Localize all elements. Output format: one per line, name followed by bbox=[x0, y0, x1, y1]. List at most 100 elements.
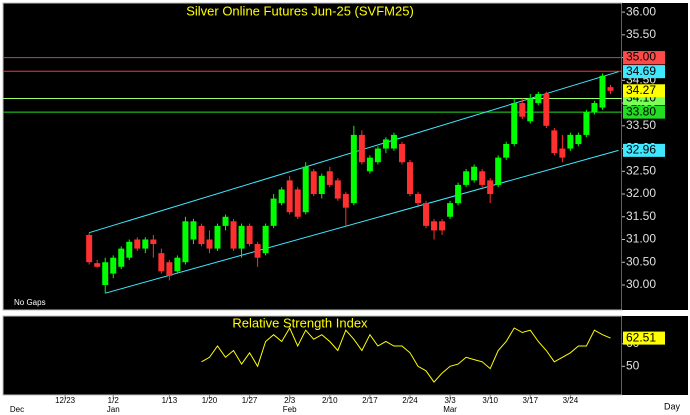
candle-body bbox=[222, 216, 229, 226]
candle-body bbox=[583, 112, 590, 135]
month-label: Dec bbox=[10, 405, 24, 414]
candle-body bbox=[174, 257, 181, 272]
rsi-axis bbox=[622, 316, 688, 395]
y-tick-label: 31.00 bbox=[626, 232, 656, 246]
candle-body bbox=[318, 175, 325, 195]
candle-body bbox=[334, 180, 341, 199]
candle-body bbox=[431, 221, 438, 231]
level-tag bbox=[623, 105, 665, 119]
candle-body bbox=[423, 203, 430, 226]
x-tick-label: 2/17 bbox=[362, 396, 378, 405]
price-panel bbox=[2, 2, 623, 311]
candle-body bbox=[206, 239, 213, 249]
candle-body bbox=[415, 194, 421, 204]
candle-body bbox=[278, 189, 285, 204]
candle-body bbox=[366, 157, 373, 172]
y-tick-label: 50 bbox=[626, 359, 640, 373]
candle-body bbox=[310, 171, 317, 195]
candle-body bbox=[447, 203, 454, 217]
candle-body bbox=[230, 221, 237, 249]
x-tick-label: 3/17 bbox=[522, 396, 538, 405]
candle-body bbox=[527, 98, 534, 122]
candle-body bbox=[599, 75, 606, 108]
candle-body bbox=[390, 134, 397, 149]
candle-body bbox=[342, 194, 349, 208]
candle-body bbox=[302, 166, 309, 213]
level-label: 35.00 bbox=[626, 50, 656, 64]
rsi-line bbox=[201, 326, 611, 383]
rsi-last-tag bbox=[623, 331, 665, 345]
x-tick-label: 2/24 bbox=[402, 396, 418, 405]
candle-body bbox=[118, 248, 125, 267]
month-label: Mar bbox=[443, 405, 457, 414]
candle-body bbox=[150, 239, 157, 245]
candle-body bbox=[142, 239, 149, 249]
candle-body bbox=[406, 162, 413, 195]
x-tick-label: 3/10 bbox=[482, 396, 498, 405]
rsi-title: Relative Strength Index bbox=[232, 315, 368, 330]
month-label: Feb bbox=[283, 405, 297, 414]
candle-body bbox=[479, 171, 486, 185]
candle-body bbox=[471, 166, 478, 181]
x-tick-label: 12/23 bbox=[55, 396, 76, 405]
channel-label: 32.96 bbox=[626, 143, 656, 157]
candle-body bbox=[134, 239, 141, 249]
candle-body bbox=[254, 244, 261, 258]
x-tick-label: 3/24 bbox=[563, 396, 579, 405]
candle-body bbox=[439, 221, 446, 231]
candle-body bbox=[110, 257, 117, 274]
channel-label: 34.69 bbox=[626, 64, 656, 78]
level-tag bbox=[623, 51, 665, 65]
candle-body bbox=[591, 103, 598, 113]
candle-body bbox=[214, 225, 221, 249]
level-label: 33.80 bbox=[626, 104, 656, 118]
candle-body bbox=[567, 134, 574, 149]
candle-body bbox=[535, 93, 542, 104]
candle-body bbox=[543, 93, 550, 126]
y-tick-label: 30.00 bbox=[626, 277, 656, 291]
candle-body bbox=[463, 171, 470, 185]
x-tick-label: 2/3 bbox=[284, 396, 296, 405]
channel-line bbox=[105, 149, 619, 294]
candle-body bbox=[294, 189, 301, 217]
x-tick-label: 2/10 bbox=[322, 396, 338, 405]
candle-body bbox=[374, 148, 381, 163]
y-tick-label: 32.00 bbox=[626, 186, 656, 200]
candle-body bbox=[158, 253, 165, 272]
last-price-tag bbox=[623, 84, 665, 98]
y-tick-label: 36.00 bbox=[626, 4, 656, 18]
period-label: Day bbox=[664, 401, 681, 411]
candle-body bbox=[519, 103, 526, 117]
candle-body bbox=[495, 157, 502, 185]
y-tick-label: 35.50 bbox=[626, 27, 656, 41]
candle-body bbox=[102, 262, 109, 285]
y-tick-label: 32.50 bbox=[626, 163, 656, 177]
candle-body bbox=[551, 130, 558, 154]
candle-body bbox=[382, 139, 389, 149]
chart-title: Silver Online Futures Jun-25 (SVFM25) bbox=[186, 3, 414, 18]
candle-body bbox=[238, 225, 245, 249]
candle-body bbox=[398, 143, 405, 163]
x-tick-label: 1/27 bbox=[242, 396, 258, 405]
x-tick-label: 1/2 bbox=[108, 396, 120, 405]
candle-body bbox=[487, 180, 494, 195]
channel-tag bbox=[623, 143, 665, 157]
candle-body bbox=[166, 262, 173, 276]
candle-body bbox=[94, 263, 101, 267]
candle-body bbox=[246, 225, 253, 245]
candle-body bbox=[126, 241, 133, 258]
candle-body bbox=[607, 87, 614, 91]
y-tick-label: 33.50 bbox=[626, 118, 656, 132]
rsi-last-label: 62.51 bbox=[626, 330, 656, 344]
x-tick-label: 3/3 bbox=[445, 396, 457, 405]
channel-tag bbox=[623, 65, 665, 79]
month-label: Jan bbox=[107, 405, 120, 414]
candle-body bbox=[262, 225, 269, 254]
candle-body bbox=[575, 134, 582, 144]
candle-body bbox=[198, 225, 205, 245]
candle-body bbox=[190, 221, 197, 240]
y-tick-label: 30.50 bbox=[626, 254, 656, 268]
x-tick-label: 1/13 bbox=[162, 396, 178, 405]
candle-body bbox=[559, 148, 566, 158]
